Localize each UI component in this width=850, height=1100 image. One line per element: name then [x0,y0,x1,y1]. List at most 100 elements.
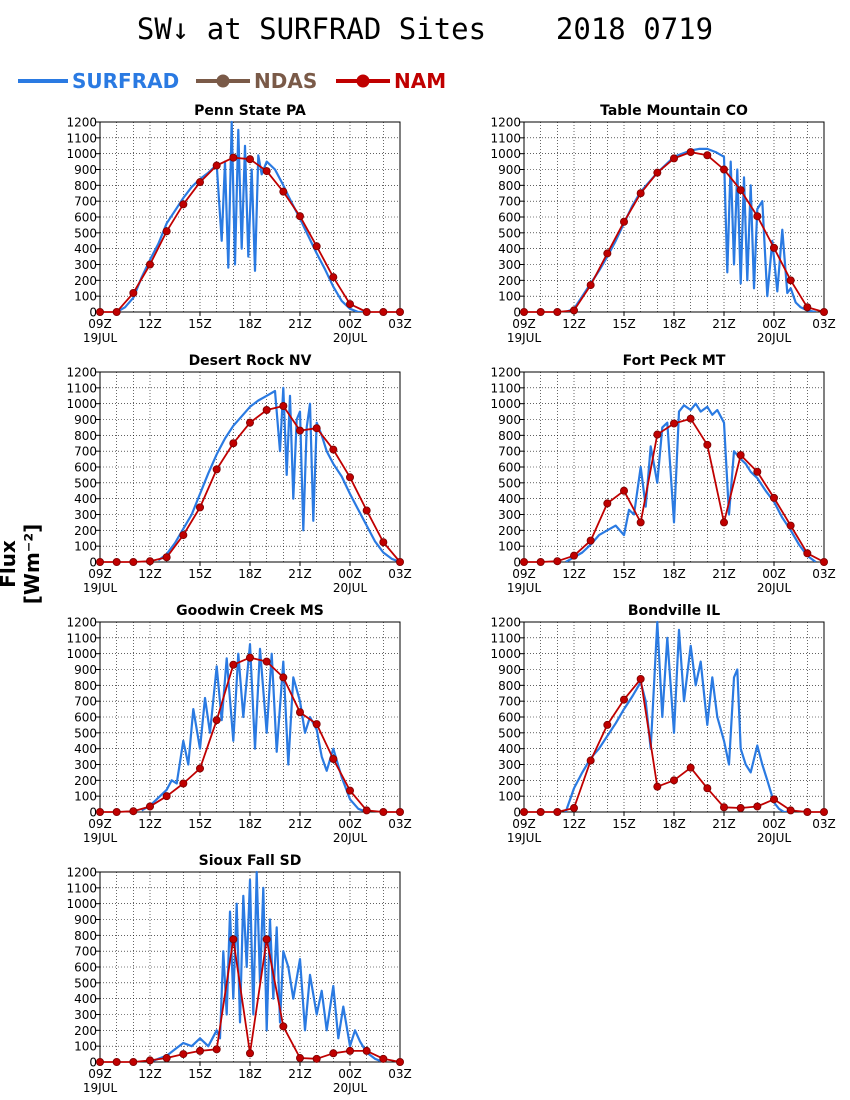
y-tick-label: 700 [74,445,97,459]
y-tick-label: 1200 [490,616,521,630]
x-tick-label: 15Z [612,817,636,831]
panel-title: Fort Peck MT [623,353,726,369]
x-tick-label: 03Z [812,817,836,831]
series-surfrad-line [157,386,400,562]
y-tick-label: 100 [74,290,97,304]
y-tick-label: 100 [74,540,97,554]
plot-frame [99,621,401,813]
nam-point [686,414,695,423]
nam-point [379,307,388,316]
y-tick-label: 300 [74,508,97,522]
nam-point [96,808,105,817]
nam-point [586,756,595,765]
y-tick-label: 500 [498,726,521,740]
x-tick-label: 12Z [138,817,162,831]
y-tick-label: 800 [74,929,97,943]
legend-item-surfrad: SURFRAD [18,69,179,93]
nam-point [212,161,221,170]
nam-point [162,227,171,236]
nam-point [636,675,645,684]
series-nam-line [100,938,401,1063]
nam-point [145,557,154,566]
legend: SURFRAD NDAS NAM [18,69,446,93]
y-tick-label: 300 [74,258,97,272]
date-tick-label: 20JUL [333,581,368,595]
x-tick-label: 09Z [88,1067,112,1081]
series-nam-line [100,656,400,813]
panel-title: Bondville IL [628,603,720,619]
y-tick-label: 300 [74,1008,97,1022]
x-tick-label: 09Z [88,317,112,331]
nam-point [703,151,712,160]
legend-marker [216,74,230,88]
y-tick-label: 700 [498,195,521,209]
y-tick-label: 900 [498,163,521,177]
y-tick-label: 900 [74,663,97,677]
y-tick-label: 1000 [490,647,521,661]
nam-point [295,1054,304,1063]
y-tick-label: 1100 [490,131,521,145]
y-axis-label: Flux [Wm⁻²] [0,523,44,605]
series-surfrad-line [149,870,384,1062]
nam-point [395,1058,404,1067]
x-tick-label: 21Z [712,567,736,581]
date-tick-label: 19JUL [83,581,118,595]
nam-point [670,419,679,428]
nam-point [753,802,762,811]
y-tick-label: 0 [513,306,521,320]
x-tick-label: 03Z [388,567,412,581]
nam-point [536,307,545,316]
nam-point [520,808,529,817]
x-tick-label: 18Z [238,1067,262,1081]
plot-frame [523,121,825,313]
nam-point [686,148,695,157]
y-tick-label: 400 [498,742,521,756]
y-tick-label: 700 [74,945,97,959]
x-tick-label: 21Z [288,567,312,581]
x-tick-label: 00Z [762,817,786,831]
nam-point [195,764,204,773]
y-tick-label: 1000 [66,897,97,911]
y-tick-label: 200 [498,774,521,788]
nam-point [112,808,121,817]
nam-point [245,155,254,164]
nam-point [195,1046,204,1055]
nam-point [720,518,729,527]
date-tick-label: 20JUL [757,831,792,845]
date-tick-label: 20JUL [757,331,792,345]
nam-point [162,1054,171,1063]
nam-point [603,720,612,729]
y-tick-label: 500 [74,226,97,240]
nam-point [345,473,354,482]
nam-point [112,1058,121,1067]
nam-point [379,538,388,547]
y-tick-label: 1100 [490,381,521,395]
series-nam-line [100,405,401,563]
y-tick-label: 400 [498,492,521,506]
plot-frame [523,371,825,563]
nam-point [312,242,321,251]
nam-point [129,558,138,567]
nam-point [653,430,662,439]
x-tick-label: 00Z [338,1067,362,1081]
y-tick-label: 1000 [490,397,521,411]
legend-label: NDAS [254,69,317,93]
y-tick-label: 800 [74,679,97,693]
nam-point [786,521,795,530]
x-tick-label: 03Z [388,817,412,831]
nam-point [653,168,662,177]
x-tick-label: 15Z [188,317,212,331]
y-tick-label: 100 [498,290,521,304]
y-tick-label: 800 [74,179,97,193]
date-tick-label: 19JUL [83,1081,118,1095]
nam-point [753,212,762,221]
x-tick-label: 18Z [662,317,686,331]
legend-item-nam: NAM [336,69,446,93]
plot-frame [99,371,401,563]
y-tick-label: 1100 [66,631,97,645]
x-tick-label: 15Z [188,1067,212,1081]
nam-point [179,200,188,209]
x-tick-label: 18Z [238,317,262,331]
y-tick-label: 0 [513,806,521,820]
